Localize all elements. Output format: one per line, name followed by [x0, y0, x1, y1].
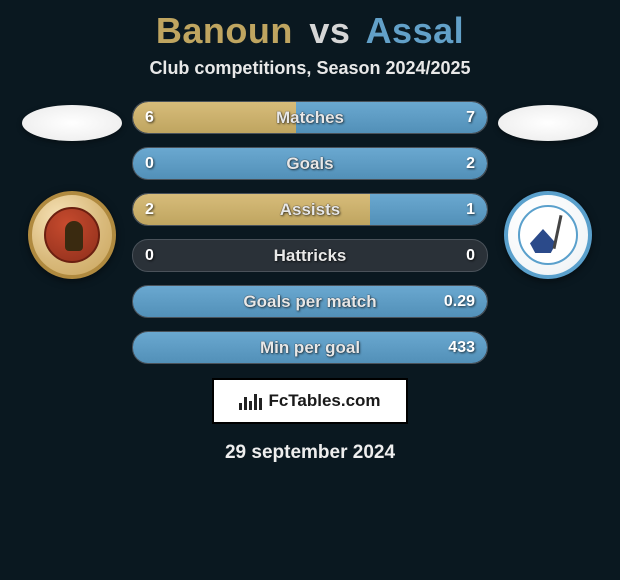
stat-row: 0 0 Hattricks: [132, 239, 488, 272]
stat-left-value: 6: [145, 109, 154, 127]
stat-left-value: 0: [145, 247, 154, 265]
title-player-2: Assal: [366, 10, 465, 51]
snapshot-date: 29 september 2024: [225, 442, 395, 464]
stat-bars: 6 7 Matches 0 2 Goals 2 1 Assists 0 0 Hattricks 0.29…: [132, 101, 488, 364]
player-1-club-badge: [28, 191, 116, 279]
stat-row: 0 2 Goals: [132, 147, 488, 180]
logo-text: FcTables.com: [268, 391, 380, 411]
club-badge-2-emblem: [518, 205, 578, 265]
stat-label: Assists: [280, 200, 340, 220]
stat-label: Goals: [286, 154, 333, 174]
player-2-club-badge: [504, 191, 592, 279]
stat-row: 2 1 Assists: [132, 193, 488, 226]
stat-right-value: 433: [448, 339, 475, 357]
stat-right-value: 2: [466, 155, 475, 173]
stat-label: Goals per match: [243, 292, 376, 312]
stat-label: Matches: [276, 108, 344, 128]
subtitle: Club competitions, Season 2024/2025: [149, 58, 470, 79]
stat-row: 6 7 Matches: [132, 101, 488, 134]
stat-row: 0.29 Goals per match: [132, 285, 488, 318]
page-title: Banoun vs Assal: [156, 10, 464, 52]
comparison-card: Banoun vs Assal Club competitions, Seaso…: [0, 0, 620, 464]
title-vs: vs: [309, 10, 350, 51]
stat-right-value: 7: [466, 109, 475, 127]
stat-left-value: 0: [145, 155, 154, 173]
club-badge-1-emblem: [44, 207, 100, 263]
source-logo: FcTables.com: [212, 378, 408, 424]
stat-right-value: 0: [466, 247, 475, 265]
player-2-avatar: [498, 105, 598, 141]
player-1-avatar: [22, 105, 122, 141]
left-side-column: [12, 101, 132, 279]
title-player-1: Banoun: [156, 10, 293, 51]
stat-row: 433 Min per goal: [132, 331, 488, 364]
stat-left-value: 2: [145, 201, 154, 219]
main-layout: 6 7 Matches 0 2 Goals 2 1 Assists 0 0 Hattricks 0.29…: [0, 101, 620, 364]
stat-label: Hattricks: [274, 246, 347, 266]
logo-chart-icon: [239, 392, 262, 410]
stat-label: Min per goal: [260, 338, 360, 358]
stat-right-value: 0.29: [444, 293, 475, 311]
stat-left-fill: [133, 102, 296, 133]
stat-right-value: 1: [466, 201, 475, 219]
right-side-column: [488, 101, 608, 279]
